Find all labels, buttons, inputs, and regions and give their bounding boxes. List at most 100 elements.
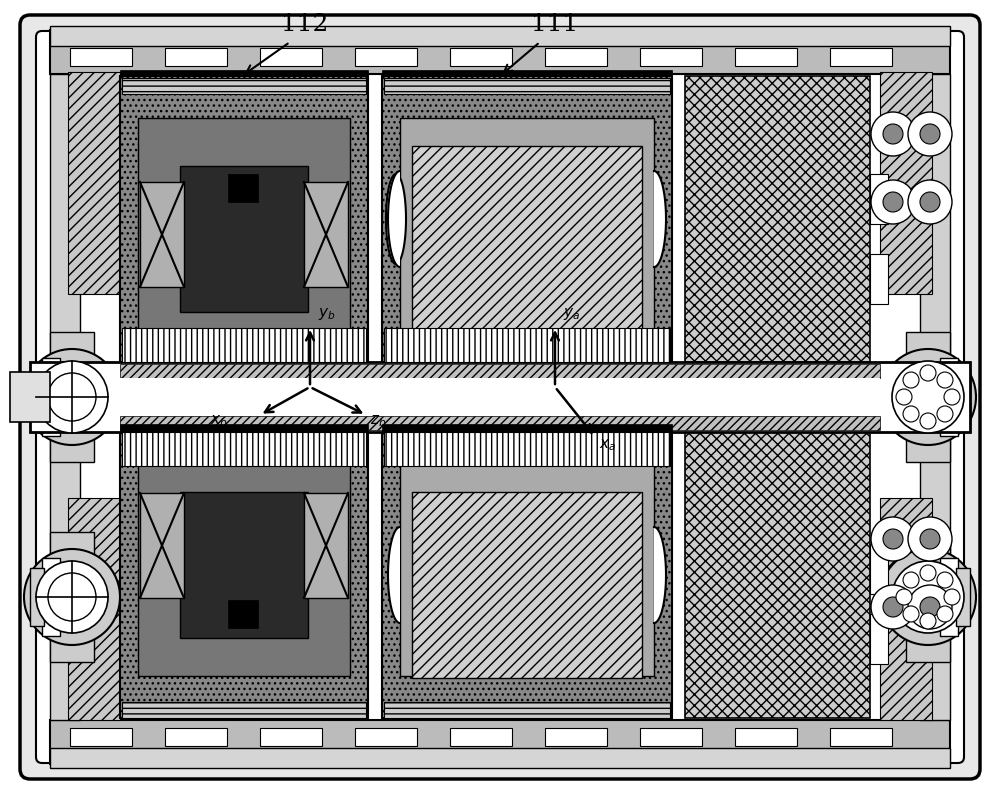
- Bar: [50, 332, 94, 462]
- Bar: [382, 70, 672, 76]
- Bar: [384, 78, 670, 94]
- Bar: [260, 48, 322, 66]
- Bar: [138, 452, 350, 676]
- Bar: [140, 182, 184, 287]
- Circle shape: [920, 365, 936, 381]
- Bar: [355, 728, 417, 746]
- Circle shape: [48, 573, 96, 621]
- Bar: [880, 498, 932, 720]
- Bar: [685, 432, 870, 718]
- Polygon shape: [388, 171, 400, 267]
- Bar: [122, 702, 366, 718]
- Circle shape: [937, 372, 953, 388]
- Text: 112: 112: [281, 13, 329, 36]
- Circle shape: [920, 413, 936, 429]
- Circle shape: [871, 180, 915, 224]
- Text: $x_a$: $x_a$: [599, 437, 616, 453]
- Bar: [384, 328, 670, 362]
- Circle shape: [903, 372, 919, 388]
- Bar: [120, 76, 368, 362]
- Bar: [545, 48, 607, 66]
- Bar: [870, 254, 888, 304]
- Circle shape: [871, 585, 915, 629]
- Circle shape: [920, 529, 940, 549]
- Circle shape: [937, 572, 953, 588]
- Bar: [412, 492, 642, 678]
- Bar: [68, 498, 120, 720]
- Bar: [685, 76, 870, 362]
- Bar: [384, 432, 670, 466]
- Bar: [870, 544, 888, 594]
- Bar: [355, 48, 417, 66]
- Circle shape: [24, 349, 120, 445]
- Circle shape: [880, 349, 976, 445]
- Bar: [30, 362, 970, 432]
- Circle shape: [903, 606, 919, 622]
- Bar: [165, 728, 227, 746]
- Bar: [138, 118, 350, 342]
- Bar: [50, 74, 80, 720]
- Bar: [42, 358, 60, 436]
- Circle shape: [48, 373, 96, 421]
- Circle shape: [908, 585, 952, 629]
- Circle shape: [892, 561, 964, 633]
- Circle shape: [944, 389, 960, 405]
- Bar: [120, 416, 880, 430]
- Bar: [50, 720, 950, 764]
- Bar: [180, 166, 308, 312]
- Circle shape: [920, 124, 940, 144]
- Bar: [956, 568, 970, 626]
- Bar: [735, 728, 797, 746]
- Bar: [228, 174, 258, 202]
- Text: $y_b$: $y_b$: [318, 306, 336, 322]
- Circle shape: [871, 517, 915, 561]
- Bar: [228, 600, 258, 628]
- Bar: [68, 72, 120, 294]
- Bar: [400, 118, 654, 342]
- Circle shape: [903, 572, 919, 588]
- Circle shape: [908, 517, 952, 561]
- Bar: [180, 492, 308, 638]
- Circle shape: [920, 192, 940, 212]
- Circle shape: [36, 361, 108, 433]
- Bar: [70, 728, 132, 746]
- Circle shape: [920, 613, 936, 629]
- Bar: [640, 48, 702, 66]
- Bar: [50, 26, 950, 46]
- Circle shape: [903, 406, 919, 422]
- Bar: [122, 78, 366, 94]
- Bar: [640, 728, 702, 746]
- Bar: [120, 378, 880, 416]
- Circle shape: [883, 529, 903, 549]
- Bar: [120, 70, 368, 76]
- Bar: [304, 182, 348, 287]
- Bar: [382, 424, 672, 432]
- Circle shape: [871, 112, 915, 156]
- Bar: [122, 432, 366, 466]
- Bar: [870, 174, 888, 224]
- Circle shape: [908, 180, 952, 224]
- Bar: [70, 48, 132, 66]
- Bar: [450, 48, 512, 66]
- Bar: [42, 558, 60, 636]
- Circle shape: [937, 606, 953, 622]
- Circle shape: [908, 112, 952, 156]
- Bar: [140, 493, 184, 598]
- Bar: [384, 702, 670, 718]
- Bar: [382, 432, 672, 718]
- Circle shape: [892, 361, 964, 433]
- Polygon shape: [654, 527, 666, 623]
- Bar: [545, 728, 607, 746]
- Circle shape: [24, 549, 120, 645]
- Text: $y_a$: $y_a$: [563, 306, 580, 322]
- Bar: [940, 358, 958, 436]
- Circle shape: [883, 124, 903, 144]
- Circle shape: [937, 406, 953, 422]
- Bar: [165, 48, 227, 66]
- Circle shape: [880, 549, 976, 645]
- Bar: [940, 558, 958, 636]
- Bar: [260, 728, 322, 746]
- Circle shape: [883, 192, 903, 212]
- Bar: [906, 532, 950, 662]
- Text: $x_b$: $x_b$: [210, 413, 228, 429]
